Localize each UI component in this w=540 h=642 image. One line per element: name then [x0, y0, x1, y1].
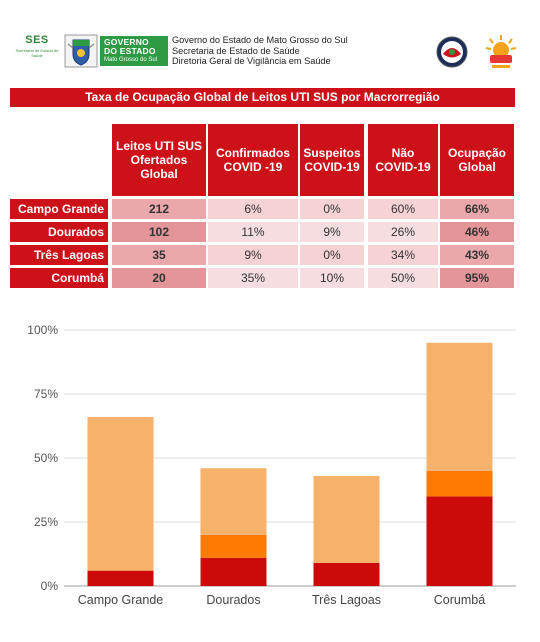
bar-segment — [200, 557, 267, 586]
column-header-suspected: Suspeitos COVID-19 — [300, 124, 364, 196]
sun-logo-icon — [485, 35, 517, 68]
header-text: Governo do Estado de Mato Grosso do Sul … — [172, 35, 402, 67]
bar-segment — [313, 475, 380, 563]
table-cell: 10% — [300, 268, 364, 288]
table-cell: 50% — [368, 268, 438, 288]
column-header-global-occupancy: Ocupação Global — [440, 124, 514, 196]
table-cell: 26% — [368, 222, 438, 242]
ses-logo: SES Secretaria de Estado de Saúde — [14, 34, 60, 66]
bar-segment — [426, 342, 493, 471]
stacked-bar-chart: 0% 25% 50% 75% 100% Campo Grande Dourados Três … — [27, 323, 516, 607]
table-cell: 66% — [440, 199, 514, 219]
column-header-confirmed: Confirmados COVID -19 — [208, 124, 298, 196]
header-line-directorate: Diretoria Geral de Vigilância em Saúde — [172, 56, 331, 66]
x-tick-label: Corumbá — [434, 593, 485, 607]
table-cell: 9% — [208, 245, 298, 265]
row-label-tres-lagoas: Três Lagoas — [10, 245, 108, 265]
row-label-dourados: Dourados — [10, 222, 108, 242]
table-cell: 60% — [368, 199, 438, 219]
column-header-non-covid: Não COVID-19 — [368, 124, 438, 196]
y-tick-label: 100% — [27, 323, 58, 337]
y-tick-label: 0% — [41, 579, 59, 593]
y-tick-label: 75% — [34, 387, 58, 401]
ses-logo-mark: SES — [25, 34, 49, 46]
bar-segment — [87, 417, 154, 571]
table-cell: 35% — [208, 268, 298, 288]
bar-segment — [200, 534, 267, 558]
table-cell: 0% — [300, 199, 364, 219]
ses-logo-subtitle: Secretaria de Estado de Saúde — [15, 48, 59, 58]
table-cell: 102 — [112, 222, 206, 242]
government-logo: GOVERNO DO ESTADO Mato Grosso do Sul — [100, 36, 168, 66]
table-cell: 43% — [440, 245, 514, 265]
row-label-campo-grande: Campo Grande — [10, 199, 108, 219]
gov-subtitle: Mato Grosso do Sul — [104, 57, 158, 63]
gov-title-1: GOVERNO — [104, 37, 149, 47]
health-surveillance-emblem-icon — [436, 36, 468, 68]
table-cell: 46% — [440, 222, 514, 242]
table-cell: 35 — [112, 245, 206, 265]
bar-segment — [313, 562, 380, 586]
table-title: Taxa de Ocupação Global de Leitos UTI SU… — [10, 88, 515, 107]
table-cell: 212 — [112, 199, 206, 219]
bar-segment — [200, 468, 267, 535]
y-tick-label: 25% — [34, 515, 58, 529]
bar-segment — [426, 496, 493, 586]
column-header-beds: Leitos UTI SUS Ofertados Global — [112, 124, 206, 196]
y-tick-label: 50% — [34, 451, 58, 465]
bar-segment — [87, 570, 154, 586]
gov-title-2: DO ESTADO — [104, 46, 156, 56]
page-header: SES Secretaria de Estado de Saúde GOVERN… — [0, 0, 540, 80]
table-cell: 9% — [300, 222, 364, 242]
x-tick-label: Dourados — [206, 593, 260, 607]
table-cell: 34% — [368, 245, 438, 265]
x-tick-label: Três Lagoas — [312, 593, 381, 607]
state-crest-icon — [64, 34, 98, 68]
table-cell: 6% — [208, 199, 298, 219]
x-tick-label: Campo Grande — [78, 593, 164, 607]
table-cell: 11% — [208, 222, 298, 242]
bar-segment — [426, 470, 493, 497]
table-cell: 20 — [112, 268, 206, 288]
row-label-corumba: Corumbá — [10, 268, 108, 288]
table-cell: 95% — [440, 268, 514, 288]
table-cell: 0% — [300, 245, 364, 265]
header-line-secretariat: Secretaria de Estado de Saúde — [172, 45, 300, 56]
header-line-government: Governo do Estado de Mato Grosso do Sul — [172, 35, 348, 45]
